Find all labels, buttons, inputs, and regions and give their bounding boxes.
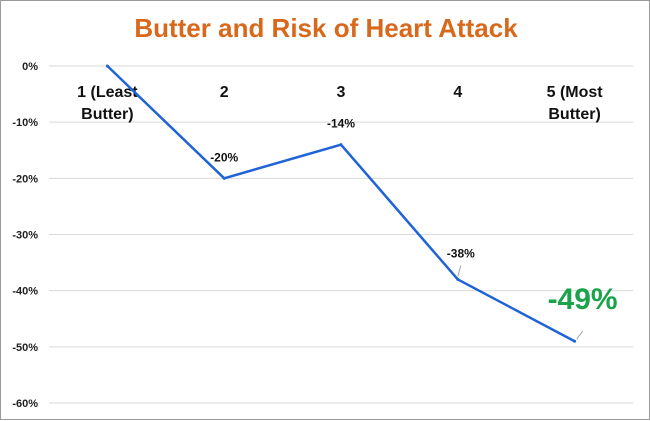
x-category-label: 3 — [337, 84, 346, 101]
data-label: -38% — [447, 246, 475, 260]
y-tick-label: -20% — [12, 173, 38, 185]
x-category-label: 1 (Least — [77, 84, 138, 101]
y-tick-label: -10% — [12, 117, 38, 129]
data-label-highlight: -49% — [548, 283, 618, 316]
data-point — [222, 176, 226, 180]
x-category-label: Butter) — [548, 106, 600, 123]
x-category-label: 4 — [453, 84, 462, 101]
data-point — [339, 143, 343, 147]
x-category-label: 2 — [220, 84, 229, 101]
y-tick-label: 0% — [22, 61, 38, 73]
x-category-label: Butter) — [81, 106, 133, 123]
y-tick-label: -40% — [12, 286, 38, 298]
leader-line — [457, 265, 462, 277]
data-point — [105, 64, 109, 68]
series-line — [106, 65, 576, 343]
leader-line — [576, 330, 583, 340]
data-label: -20% — [210, 150, 238, 164]
data-point — [573, 339, 577, 343]
data-point — [456, 277, 460, 281]
y-tick-label: -50% — [12, 342, 38, 354]
y-tick-label: -30% — [12, 230, 38, 242]
chart-title: Butter and Risk of Heart Attack — [134, 13, 518, 43]
y-tick-label: -60% — [12, 398, 38, 410]
x-category-label: 5 (Most — [547, 84, 604, 101]
data-label: -14% — [327, 117, 355, 131]
